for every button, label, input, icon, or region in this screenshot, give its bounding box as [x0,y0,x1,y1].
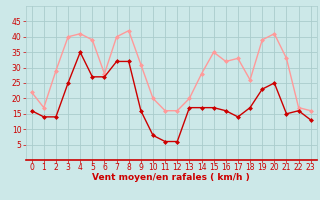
X-axis label: Vent moyen/en rafales ( km/h ): Vent moyen/en rafales ( km/h ) [92,173,250,182]
